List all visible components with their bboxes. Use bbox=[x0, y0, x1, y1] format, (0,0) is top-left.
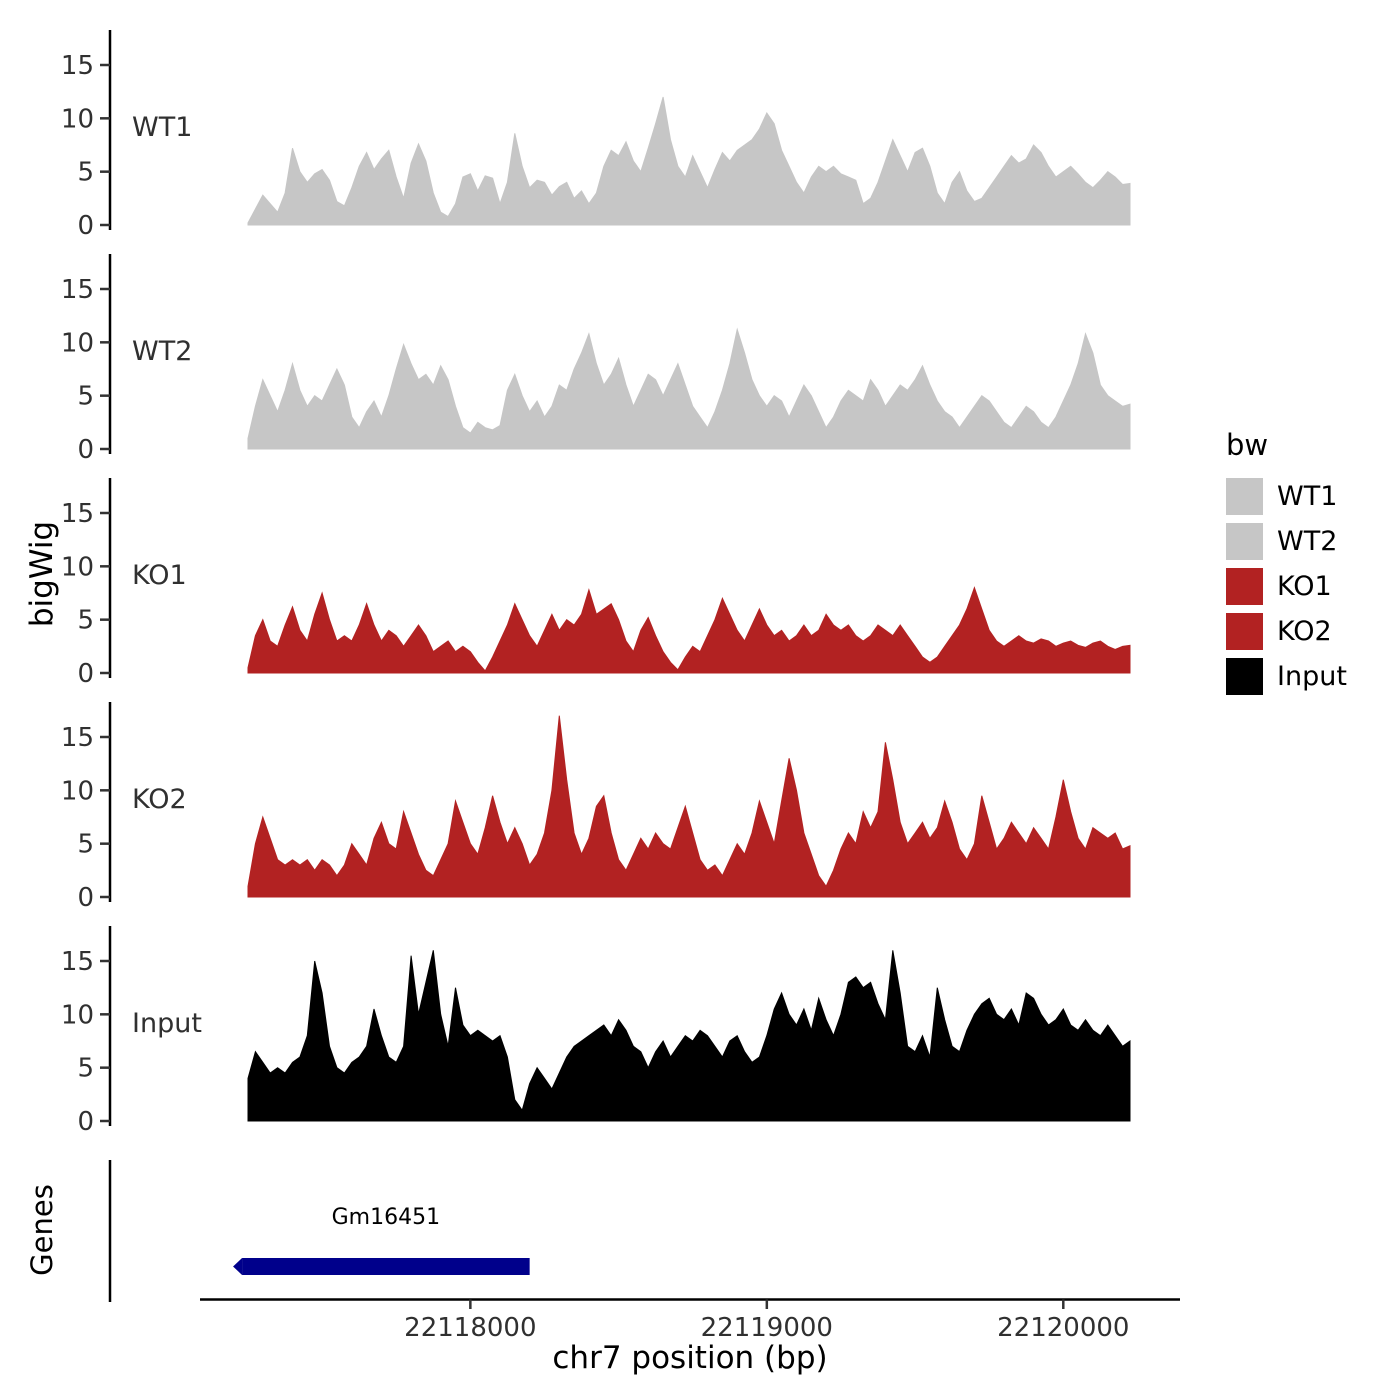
legend-swatch-wt1 bbox=[1226, 478, 1263, 515]
gene-label: Gm16451 bbox=[332, 1205, 440, 1230]
y-axis-tick-label: 0 bbox=[77, 435, 94, 465]
x-axis-tick-label: 22119000 bbox=[701, 1313, 833, 1343]
x-axis-title: chr7 position (bp) bbox=[552, 1340, 828, 1376]
legend-title: bw bbox=[1226, 428, 1269, 462]
gene-body-gm16451 bbox=[242, 1258, 530, 1275]
legend-swatch-input bbox=[1226, 658, 1263, 695]
y-axis-tick-label: 10 bbox=[61, 552, 94, 582]
y-axis-tick-label: 0 bbox=[77, 211, 94, 241]
y-axis-tick-label: 0 bbox=[77, 883, 94, 913]
y-axis-tick-label: 0 bbox=[77, 1107, 94, 1137]
coverage-panel-ko1: 0 5 10 15 KO1 bbox=[61, 478, 1131, 689]
legend-swatch-ko1 bbox=[1226, 568, 1263, 605]
y-axis-tick-label: 10 bbox=[61, 104, 94, 134]
coverage-panel-ko2: 0 5 10 15 KO2 bbox=[61, 702, 1131, 913]
y-axis-tick-label: 5 bbox=[77, 158, 94, 188]
legend-items: WT1 WT2 KO1 KO2 Input bbox=[1226, 478, 1347, 695]
coverage-area-input bbox=[247, 950, 1131, 1122]
track-label-ko1: KO1 bbox=[132, 560, 187, 591]
legend-entry-ko1: KO1 bbox=[1226, 568, 1347, 605]
coverage-panel-wt1: 0 5 10 15 WT1 bbox=[61, 30, 1131, 241]
coverage-panel-input: 0 5 10 15 Input bbox=[61, 926, 1131, 1137]
legend-swatch-ko2 bbox=[1226, 613, 1263, 650]
y-axis-tick-label: 5 bbox=[77, 1054, 94, 1084]
coverage-area-wt2 bbox=[247, 327, 1131, 450]
y-axis-tick-label: 10 bbox=[61, 1000, 94, 1030]
legend-swatch-wt2 bbox=[1226, 523, 1263, 560]
y-axis-tick-label: 5 bbox=[77, 830, 94, 860]
legend-entry-wt1: WT1 bbox=[1226, 478, 1347, 515]
y-axis-tick-label: 5 bbox=[77, 382, 94, 412]
legend-entry-ko2: KO2 bbox=[1226, 613, 1347, 650]
gene-strand-arrow bbox=[233, 1258, 243, 1275]
legend-entry-label: Input bbox=[1277, 661, 1347, 692]
y-axis-tick-label: 0 bbox=[77, 659, 94, 689]
legend-entry-label: WT1 bbox=[1277, 481, 1338, 512]
x-axis-tick-label: 22120000 bbox=[997, 1313, 1129, 1343]
y-axis-tick-label: 10 bbox=[61, 328, 94, 358]
y-axis-tick-label: 15 bbox=[61, 723, 94, 753]
track-label-wt2: WT2 bbox=[132, 336, 192, 367]
y-axis-tick-label: 10 bbox=[61, 776, 94, 806]
coverage-area-ko2 bbox=[247, 715, 1131, 898]
legend-entry-input: Input bbox=[1226, 658, 1347, 695]
x-axis: 22118000 22119000 22120000 bbox=[200, 1298, 1180, 1343]
y-axis-tick-label: 15 bbox=[61, 275, 94, 305]
y-axis-tick-label: 15 bbox=[61, 499, 94, 529]
coverage-area-wt1 bbox=[247, 96, 1131, 226]
track-label-wt1: WT1 bbox=[132, 112, 192, 143]
y-axis-tick-label: 5 bbox=[77, 606, 94, 636]
legend-entry-label: KO1 bbox=[1277, 571, 1332, 602]
legend-entry-label: KO2 bbox=[1277, 616, 1332, 647]
legend-entry-label: WT2 bbox=[1277, 526, 1338, 557]
track-label-ko2: KO2 bbox=[132, 784, 187, 815]
x-axis-tick-label: 22118000 bbox=[404, 1313, 536, 1343]
coverage-panel-wt2: 0 5 10 15 WT2 bbox=[61, 254, 1131, 465]
coverage-area-ko1 bbox=[247, 586, 1131, 674]
track-label-input: Input bbox=[132, 1008, 202, 1039]
genes-panel: Gm16451 bbox=[108, 1160, 530, 1302]
legend-entry-wt2: WT2 bbox=[1226, 523, 1347, 560]
y-axis-tick-label: 15 bbox=[61, 947, 94, 977]
y-axis-tick-label: 15 bbox=[61, 51, 94, 81]
legend: bw WT1 WT2 KO1 KO2 Input bbox=[1226, 428, 1347, 703]
